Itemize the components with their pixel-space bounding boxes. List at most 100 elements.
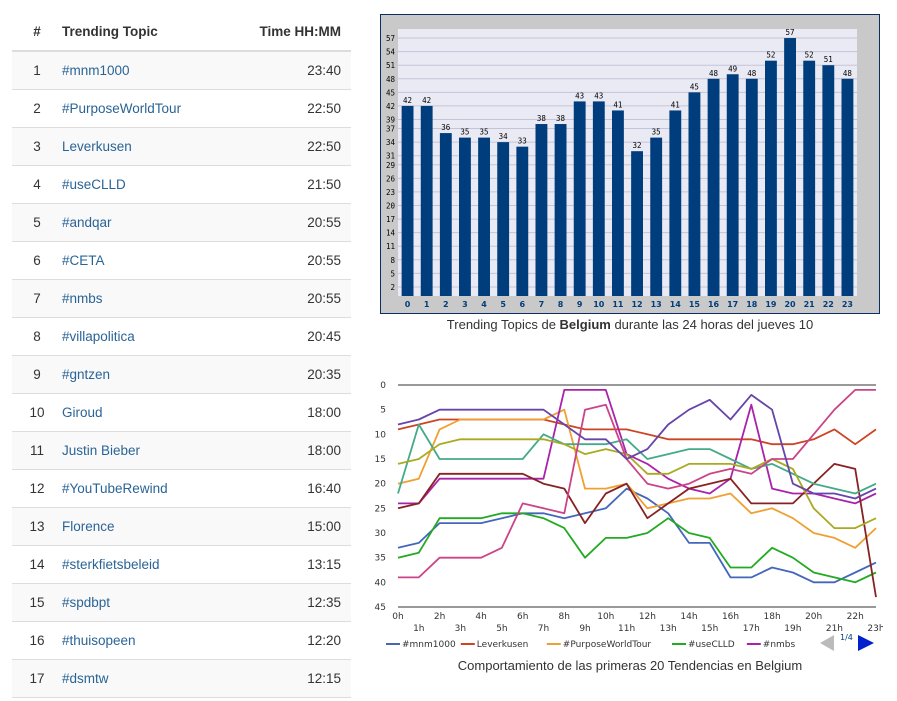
bar-y-tick: 48 — [386, 75, 396, 84]
bar-y-tick: 11 — [386, 242, 395, 251]
topic-link[interactable]: Florence — [62, 507, 226, 546]
topic-link[interactable]: #sterkfietsbeleid — [62, 545, 226, 584]
line-x-tick: 21h — [826, 624, 843, 634]
rank-cell: 1 — [12, 51, 62, 90]
bar-value-label: 51 — [824, 55, 833, 64]
bar-x-tick: 14 — [670, 300, 682, 309]
line-x-tick: 4h — [475, 612, 486, 622]
bar-value-label: 34 — [499, 132, 509, 141]
topic-link[interactable]: #gntzen — [62, 355, 226, 394]
bar — [420, 105, 433, 296]
ranking-line-chart: 0 5 10 15 20 25 30 35 40 45 0h 2h 4h 6h 8h 10h 12h 14h 16h… — [375, 381, 883, 651]
line-chart-caption: Comportamiento de las primeras 20 Tenden… — [457, 658, 803, 673]
topic-link[interactable]: #CETA — [62, 241, 226, 280]
bar-value-label: 48 — [709, 69, 719, 78]
topic-link[interactable]: #dsmtw — [62, 659, 226, 698]
bar-y-tick: 29 — [386, 161, 395, 170]
bar-caption-suffix: durante las 24 horas del jueves 10 — [610, 317, 814, 332]
bar-y-tick: 39 — [386, 116, 395, 125]
table-row: 10 Giroud 18:00 — [12, 393, 351, 432]
bar-value-label: 35 — [652, 128, 661, 137]
rank-cell: 12 — [12, 469, 62, 508]
bar — [669, 110, 682, 296]
line-y-tick: 30 — [375, 529, 387, 539]
rank-cell: 5 — [12, 203, 62, 242]
time-cell: 21:50 — [225, 165, 351, 204]
bar-x-tick: 21 — [804, 300, 816, 309]
table-row: 2 #PurposeWorldTour 22:50 — [12, 89, 351, 128]
bar-value-label: 48 — [843, 69, 853, 78]
bar — [497, 142, 510, 296]
table-header-row: # Trending Topic Time HH:MM — [12, 12, 351, 52]
pager-next-icon[interactable] — [858, 635, 874, 651]
table-row: 14 #sterkfietsbeleid 13:15 — [12, 545, 351, 584]
bar-value-label: 57 — [786, 28, 795, 37]
bar — [707, 78, 720, 296]
bar-y-tick: 14 — [386, 229, 396, 238]
topic-link[interactable]: #spdbpt — [62, 583, 226, 622]
line-x-tick: 15h — [701, 624, 718, 634]
bar-x-tick: 9 — [577, 300, 583, 309]
bar-y-tick: 5 — [390, 269, 395, 278]
bar-value-label: 38 — [556, 114, 566, 123]
bar-value-label: 33 — [518, 137, 527, 146]
bar — [841, 78, 854, 296]
time-cell: 18:00 — [225, 393, 351, 432]
topic-link[interactable]: #PurposeWorldTour — [62, 89, 226, 128]
bar-plot-area — [398, 29, 857, 296]
bar-x-tick: 8 — [558, 300, 564, 309]
topic-link[interactable]: Giroud — [62, 393, 226, 432]
hourly-bar-chart: 2 5 8 11 14 17 20 23 26 29 31 34 37 39 42 45 48 51 54 57 42 0… — [380, 14, 880, 314]
bar — [535, 124, 548, 296]
time-cell: 15:00 — [225, 507, 351, 546]
bar-value-label: 41 — [613, 100, 622, 109]
table-row: 13 Florence 15:00 — [12, 507, 351, 546]
topic-link[interactable]: #useCLLD — [62, 165, 226, 204]
series-line — [397, 408, 877, 549]
bar — [439, 133, 452, 296]
rank-cell: 17 — [12, 659, 62, 698]
line-x-tick: 22h — [847, 612, 864, 622]
topic-link[interactable]: #thuisopeen — [62, 621, 226, 660]
line-y-tick: 25 — [375, 504, 386, 514]
line-y-tick: 15 — [375, 455, 386, 465]
rank-cell: 15 — [12, 583, 62, 622]
time-cell: 20:55 — [225, 279, 351, 318]
pager-prev-icon[interactable] — [820, 635, 834, 651]
topic-link[interactable]: #YouTubeRewind — [62, 469, 226, 508]
topic-link[interactable]: #mnm1000 — [62, 51, 226, 90]
table-row: 17 #dsmtw 12:15 — [12, 659, 351, 698]
bar-x-tick: 7 — [539, 300, 545, 309]
table-row: 3 Leverkusen 22:50 — [12, 127, 351, 166]
line-y-tick: 10 — [375, 430, 387, 440]
bar-x-tick: 13 — [651, 300, 662, 309]
line-x-tick: 3h — [455, 624, 466, 634]
time-cell: 13:15 — [225, 545, 351, 584]
bar-x-tick: 18 — [746, 300, 758, 309]
bar-value-label: 52 — [766, 51, 775, 60]
table-row: 15 #spdbpt 12:35 — [12, 583, 351, 622]
series-line — [397, 487, 877, 584]
series-line — [397, 512, 877, 584]
bar-value-label: 45 — [690, 82, 699, 91]
line-x-tick: 1h — [413, 624, 424, 634]
bar-x-tick: 3 — [462, 300, 468, 309]
line-x-tick: 9h — [579, 624, 590, 634]
bar-y-tick: 31 — [386, 152, 395, 161]
line-x-tick: 6h — [517, 612, 528, 622]
topic-link[interactable]: Justin Bieber — [62, 431, 226, 470]
bar — [459, 137, 471, 296]
line-y-tick: 20 — [375, 480, 387, 490]
topic-link[interactable]: #andqar — [62, 203, 226, 242]
line-x-tick: 11h — [618, 624, 635, 634]
series-line — [397, 418, 877, 446]
bar-value-label: 36 — [441, 123, 451, 132]
time-cell: 20:35 — [225, 355, 351, 394]
bar-x-tick: 10 — [593, 300, 605, 309]
topic-link[interactable]: #nmbs — [62, 279, 226, 318]
header-time: Time HH:MM — [225, 12, 351, 52]
rank-cell: 8 — [12, 317, 62, 356]
rank-cell: 13 — [12, 507, 62, 546]
topic-link[interactable]: Leverkusen — [62, 127, 226, 166]
topic-link[interactable]: #villapolitica — [62, 317, 226, 356]
